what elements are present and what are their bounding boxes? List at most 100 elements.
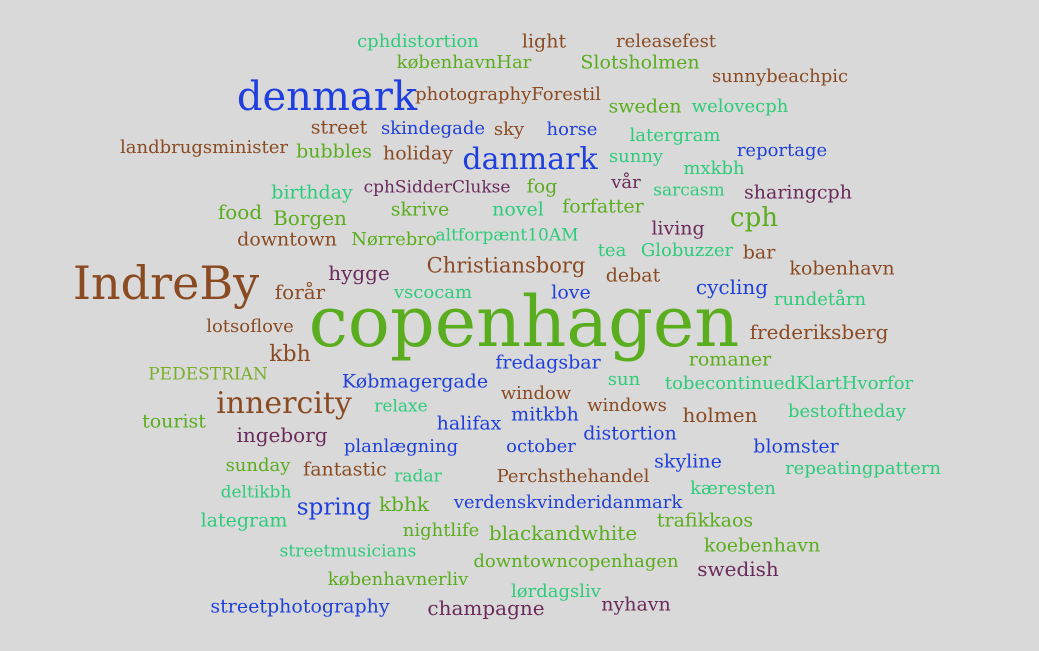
tag-sky[interactable]: sky (493, 119, 525, 140)
tag-tourist[interactable]: tourist (142, 410, 206, 433)
tag-latergram[interactable]: latergram (629, 125, 721, 146)
tag-kbhk[interactable]: kbhk (379, 492, 429, 516)
tag-downtown[interactable]: downtown (237, 228, 337, 251)
tag-living[interactable]: living (651, 217, 705, 240)
tag-sharingcph[interactable]: sharingcph (744, 181, 852, 204)
tag-holmen[interactable]: holmen (682, 403, 758, 427)
tag-sweden[interactable]: sweden (608, 95, 682, 118)
tag-bubbles[interactable]: bubbles (296, 140, 372, 163)
tag-perchsthehandel[interactable]: Perchsthehandel (496, 466, 650, 487)
tag-food[interactable]: food (217, 200, 263, 224)
tag-trafikkaos[interactable]: trafikkaos (656, 509, 754, 532)
tag-birthday[interactable]: birthday (271, 181, 353, 204)
tag-koebenhavn[interactable]: koebenhavn (703, 534, 821, 557)
tag-vscocam[interactable]: vscocam (393, 282, 473, 303)
tag-fog[interactable]: fog (526, 175, 558, 198)
tag-holiday[interactable]: holiday (382, 142, 454, 165)
tag-norrebro[interactable]: Nørrebro (351, 229, 437, 250)
tag-downtowncopenhagen[interactable]: downtowncopenhagen (473, 551, 679, 572)
tag-christiansborg[interactable]: Christiansborg (426, 253, 586, 278)
tag-bar[interactable]: bar (742, 241, 776, 264)
tag-street[interactable]: street (310, 116, 368, 139)
tag-planlaegning[interactable]: planlægning (343, 436, 459, 457)
tag-skrive[interactable]: skrive (390, 198, 450, 221)
tag-tobecontinuedklarthvorfor[interactable]: tobecontinuedKlartHvorfor (664, 373, 914, 394)
tag-forar[interactable]: forår (274, 280, 326, 304)
tag-distortion[interactable]: distortion (583, 422, 677, 445)
tag-champagne[interactable]: champagne (427, 596, 545, 620)
tag-innercity[interactable]: innercity (216, 386, 352, 421)
tag-rundetarn[interactable]: rundetårn (773, 289, 867, 310)
tag-blomster[interactable]: blomster (753, 435, 839, 458)
tag-var[interactable]: vår (611, 172, 641, 193)
tag-lotsoflove[interactable]: lotsoflove (206, 316, 294, 337)
tag-indreby[interactable]: IndreBy (72, 256, 260, 310)
tag-skindegade[interactable]: skindegade (380, 118, 486, 139)
tag-horse[interactable]: horse (546, 119, 598, 140)
tag-sunnybeachpic[interactable]: sunnybeachpic (711, 66, 849, 87)
tag-cycling[interactable]: cycling (695, 275, 769, 299)
tag-bestoftheday[interactable]: bestoftheday (787, 401, 907, 422)
tag-kbh[interactable]: kbh (269, 342, 311, 367)
tag-cphsidderclukse[interactable]: cphSidderClukse (363, 177, 511, 198)
tag-cphdistortion[interactable]: cphdistortion (357, 31, 479, 52)
tag-sarcasm[interactable]: sarcasm (653, 180, 725, 201)
tag-kobenhavnhar[interactable]: københavnHar (396, 52, 532, 73)
tag-mxkbh[interactable]: mxkbh (683, 158, 745, 179)
tag-photographyforestil[interactable]: photographyForestil (415, 84, 601, 105)
tag-sunday[interactable]: sunday (225, 455, 291, 476)
tag-light[interactable]: light (521, 30, 567, 53)
tag-cph[interactable]: cph (730, 203, 778, 233)
tag-kobenhavn[interactable]: kobenhavn (789, 257, 895, 280)
tag-relaxe[interactable]: relaxe (374, 396, 428, 417)
tag-sunny[interactable]: sunny (608, 146, 664, 167)
tag-spring[interactable]: spring (296, 494, 372, 521)
tag-tea[interactable]: tea (597, 240, 627, 261)
tag-forfatter[interactable]: forfatter (562, 195, 644, 218)
tag-romaner[interactable]: romaner (688, 348, 772, 371)
tag-blackandwhite[interactable]: blackandwhite (488, 521, 638, 545)
tag-fredagsbar[interactable]: fredagsbar (495, 351, 601, 374)
tag-kobenhavnerliv[interactable]: københavnerliv (327, 569, 469, 590)
tag-pedestrian[interactable]: PEDESTRIAN (148, 364, 268, 385)
tag-nightlife[interactable]: nightlife (402, 520, 480, 541)
tag-kaeresten[interactable]: kæresten (690, 478, 776, 499)
tag-borgen[interactable]: Borgen (273, 206, 347, 230)
tag-denmark[interactable]: denmark (236, 74, 418, 120)
tag-ingeborg[interactable]: ingeborg (236, 423, 328, 447)
tag-frederiksberg[interactable]: frederiksberg (749, 320, 889, 344)
tag-altforpaent10am[interactable]: altforpænt10AM (435, 225, 579, 246)
tag-skyline[interactable]: skyline (654, 450, 722, 473)
tag-welovecph[interactable]: welovecph (691, 96, 789, 117)
tag-landbrugsminister[interactable]: landbrugsminister (120, 137, 288, 158)
tag-hygge[interactable]: hygge (328, 261, 390, 285)
tag-mitkbh[interactable]: mitkbh (511, 403, 579, 426)
tag-novel[interactable]: novel (492, 198, 544, 221)
tag-slotsholmen[interactable]: Slotsholmen (580, 51, 700, 74)
tag-fantastic[interactable]: fantastic (303, 458, 387, 481)
tag-love[interactable]: love (551, 281, 591, 304)
tag-kobmagergade[interactable]: Købmagergade (341, 370, 489, 393)
tag-globuzzer[interactable]: Globuzzer (640, 240, 734, 261)
tag-copenhagen[interactable]: copenhagen (308, 281, 740, 363)
tag-window[interactable]: window (500, 383, 572, 404)
tag-streetphotography[interactable]: streetphotography (210, 595, 390, 618)
tag-radar[interactable]: radar (394, 466, 442, 487)
tag-nyhavn[interactable]: nyhavn (601, 593, 671, 616)
tag-halifax[interactable]: halifax (436, 412, 502, 435)
tag-windows[interactable]: windows (587, 395, 667, 416)
tag-debat[interactable]: debat (605, 264, 661, 287)
tag-repeatingpattern[interactable]: repeatingpattern (785, 458, 941, 479)
tag-releasefest[interactable]: releasefest (615, 31, 717, 52)
tag-lordagsliv[interactable]: lørdagsliv (511, 581, 601, 602)
tag-reportage[interactable]: reportage (736, 140, 828, 161)
tag-streetmusicians[interactable]: streetmusicians (279, 541, 417, 562)
tag-october[interactable]: october (506, 436, 576, 457)
tag-verdenskvinderidanmark[interactable]: verdenskvinderidanmark (453, 492, 683, 513)
tag-deltikbh[interactable]: deltikbh (220, 482, 292, 503)
tag-sun[interactable]: sun (607, 369, 641, 390)
tag-danmark[interactable]: danmark (462, 142, 598, 177)
tag-lategram[interactable]: lategram (200, 509, 288, 532)
tag-swedish[interactable]: swedish (697, 557, 779, 581)
